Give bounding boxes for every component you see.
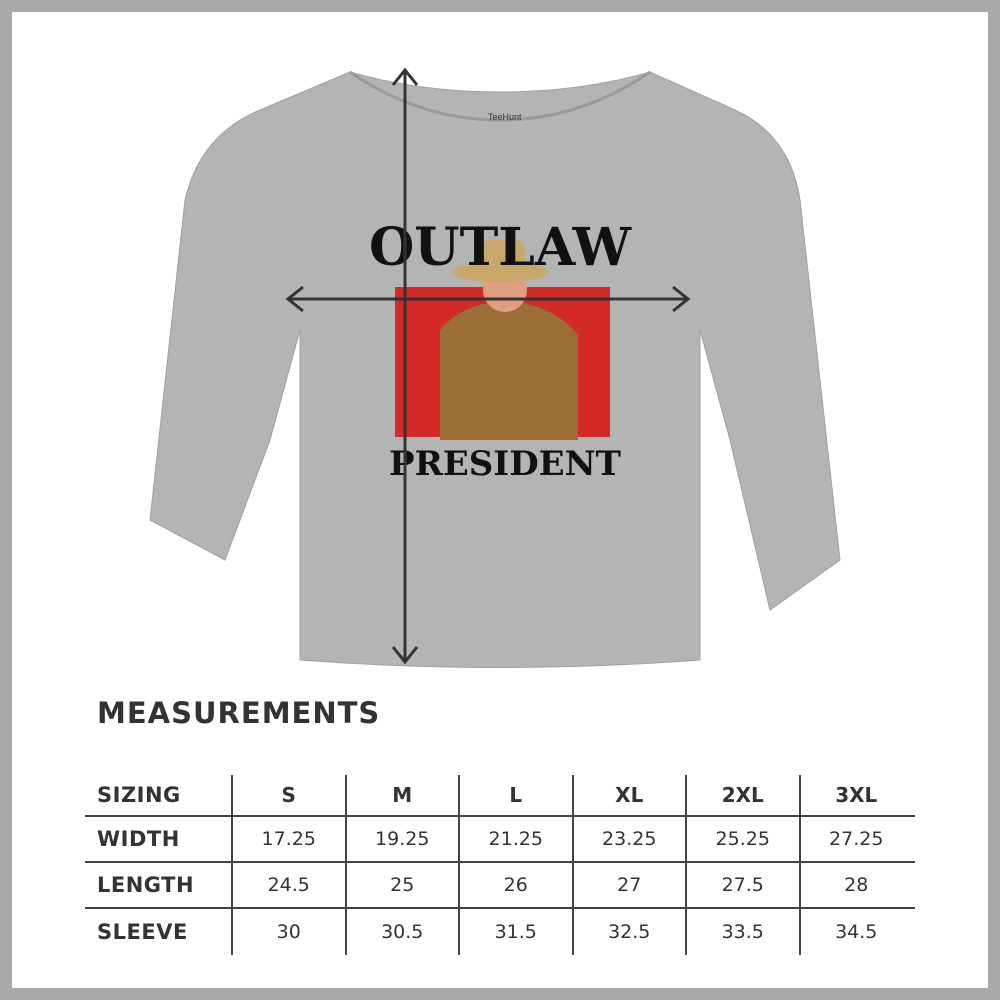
length-arrow bbox=[391, 67, 419, 665]
table-cell: 30 bbox=[231, 909, 345, 955]
table-cell: 26 bbox=[458, 863, 572, 907]
table-cell: 25.25 bbox=[685, 817, 799, 861]
table-cell: 23.25 bbox=[571, 817, 686, 861]
table-cell: 25 bbox=[344, 863, 459, 907]
table-cell: 34.5 bbox=[798, 909, 913, 955]
table-cell: 17.25 bbox=[231, 817, 345, 861]
header-cell: XL bbox=[571, 775, 686, 815]
table-cell: 19.25 bbox=[344, 817, 459, 861]
row-label: WIDTH bbox=[97, 827, 180, 851]
table-cell: 27 bbox=[571, 863, 686, 907]
table-cell: 28 bbox=[798, 863, 913, 907]
table-cell: 32.5 bbox=[571, 909, 686, 955]
table-cell: 31.5 bbox=[458, 909, 572, 955]
table-cell: 21.25 bbox=[458, 817, 572, 861]
table-cell: 30.5 bbox=[344, 909, 459, 955]
header-cell: 3XL bbox=[798, 775, 913, 815]
print-text-top: OUTLAW bbox=[369, 217, 633, 278]
shirt-illustration: TeeHunt OUTLAW PRESIDENT bbox=[149, 67, 841, 668]
row-label: LENGTH bbox=[97, 873, 195, 897]
print-figure bbox=[440, 300, 578, 440]
print-text-bottom: PRESIDENT bbox=[389, 444, 621, 484]
table-row: WIDTH 17.25 19.25 21.25 23.25 25.25 27.2… bbox=[85, 817, 915, 863]
table-header-row: SIZING S M L XL 2XL 3XL bbox=[85, 775, 915, 817]
tag-brand: TeeHunt bbox=[488, 112, 522, 122]
table-cell: 27.25 bbox=[798, 817, 913, 861]
table-cell: 33.5 bbox=[685, 909, 799, 955]
header-cell: M bbox=[344, 775, 459, 815]
table-cell: 27.5 bbox=[685, 863, 799, 907]
table-row: LENGTH 24.5 25 26 27 27.5 28 bbox=[85, 863, 915, 909]
header-cell: 2XL bbox=[685, 775, 799, 815]
table-row: SLEEVE 30 30.5 31.5 32.5 33.5 34.5 bbox=[85, 909, 915, 955]
print-hat-crown bbox=[480, 240, 525, 272]
collar bbox=[349, 70, 651, 122]
header-cell: S bbox=[231, 775, 345, 815]
size-chart-table: SIZING S M L XL 2XL 3XL WIDTH 17.25 19.2… bbox=[85, 775, 915, 955]
row-label: SLEEVE bbox=[97, 920, 188, 944]
table-cell: 24.5 bbox=[231, 863, 345, 907]
header-cell: SIZING bbox=[97, 783, 181, 807]
measurements-title: MEASUREMENTS bbox=[97, 696, 381, 730]
header-cell: L bbox=[458, 775, 572, 815]
width-arrow bbox=[285, 285, 691, 313]
